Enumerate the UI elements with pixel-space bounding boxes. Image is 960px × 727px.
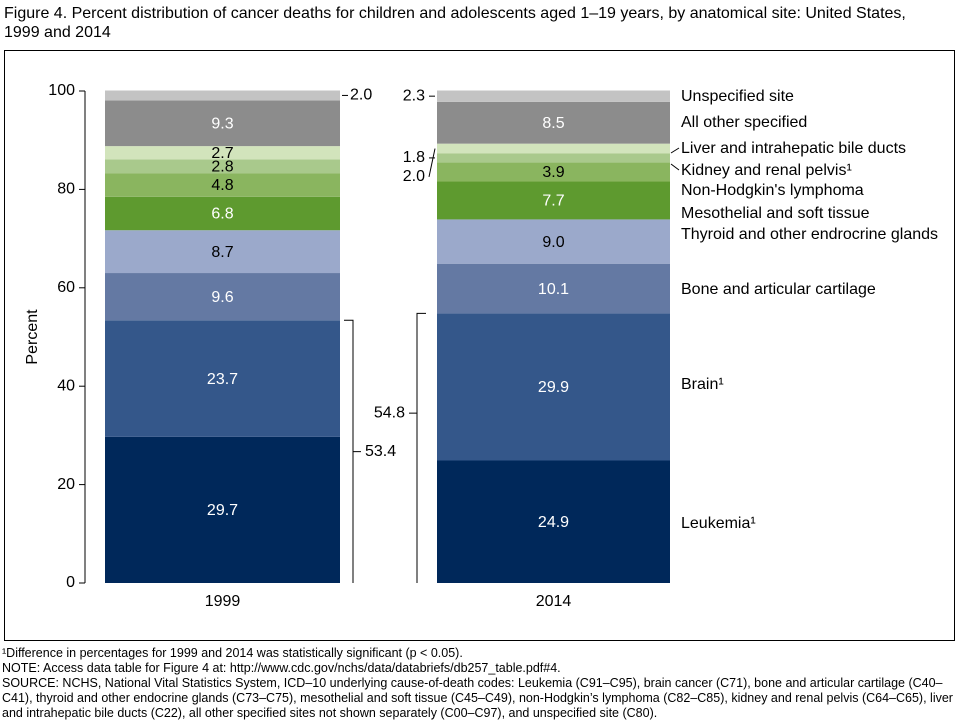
bar-segment	[105, 273, 340, 321]
value-label: 7.7	[542, 193, 564, 210]
bar-segment	[437, 219, 670, 264]
y-axis-label: Percent	[24, 309, 41, 365]
value-label: 1.8	[403, 149, 425, 166]
legend-leader	[670, 163, 680, 171]
bar-segment	[105, 320, 340, 437]
bracket	[344, 319, 354, 583]
legend-label: Brain¹	[681, 375, 724, 393]
y-tick-label: 100	[48, 82, 75, 99]
value-label: 29.9	[538, 379, 569, 396]
bar-segment	[437, 153, 670, 163]
bracket	[416, 312, 426, 583]
x-tick-label: 1999	[205, 593, 241, 610]
bar-segment	[105, 146, 340, 160]
bar-segment	[437, 162, 670, 182]
legend-label: Leukemia¹	[681, 514, 756, 532]
legend-label: Thyroid and other endrocrine glands	[681, 225, 939, 243]
legend-label: Bone and articular cartilage	[681, 280, 876, 298]
bar-segment	[437, 263, 670, 314]
y-tick-label: 60	[57, 279, 75, 296]
legend-label: Mesothelial and soft tissue	[681, 204, 870, 222]
bar-segment	[105, 230, 340, 274]
chart-title: Figure 4. Percent distribution of cancer…	[4, 5, 906, 41]
bar-segment	[105, 436, 340, 583]
note: SOURCE: NCHS, National Vital Statistics …	[2, 676, 953, 720]
chart-frame	[4, 50, 955, 641]
bar-segment	[437, 143, 670, 154]
bracket-label: 54.8	[374, 404, 405, 421]
value-label: 2.8	[211, 158, 233, 175]
bar-segment	[437, 313, 670, 461]
x-tick-label: 2014	[536, 593, 572, 610]
bar-segment	[437, 460, 670, 583]
legend-label: Non-Hodgkin's lymphoma	[681, 181, 864, 199]
value-label: 10.1	[538, 281, 569, 298]
value-label: 2.3	[403, 87, 425, 104]
value-label: 6.8	[211, 206, 233, 223]
legend-leader	[670, 147, 680, 154]
notes: ¹Difference in percentages for 1999 and …	[2, 646, 957, 721]
bar-segment	[105, 159, 340, 174]
value-label: 8.5	[542, 115, 564, 132]
value-label: 9.3	[211, 115, 233, 132]
bar-segment	[437, 90, 670, 102]
value-label: 24.9	[538, 514, 569, 531]
value-label: 23.7	[207, 371, 238, 388]
bar-segment	[105, 173, 340, 197]
legend-label: Unspecified site	[681, 87, 794, 105]
value-label: 2.0	[350, 87, 372, 104]
bar-segment	[105, 100, 340, 147]
leader-line	[428, 148, 436, 178]
value-label: 29.7	[207, 502, 238, 519]
bar-segment	[105, 196, 340, 231]
y-tick-label: 80	[57, 181, 75, 198]
value-label: 4.8	[211, 177, 233, 194]
value-label: 2.7	[211, 145, 233, 162]
bracket-label: 53.4	[365, 443, 396, 460]
legend-label: All other specified	[681, 113, 808, 131]
y-tick-label: 20	[57, 476, 75, 493]
value-label: 8.7	[211, 244, 233, 261]
value-label: 2.0	[403, 168, 425, 185]
value-label: 9.0	[542, 234, 564, 251]
value-label: 9.6	[211, 289, 233, 306]
note: NOTE: Access data table for Figure 4 at:…	[2, 661, 561, 675]
y-tick-label: 40	[57, 377, 75, 394]
y-tick-label: 0	[66, 574, 75, 591]
bar-segment	[105, 90, 340, 101]
legend-label: Kidney and renal pelvis¹	[681, 161, 852, 179]
legend-label: Liver and intrahepatic bile ducts	[681, 139, 907, 157]
bar-segment	[437, 101, 670, 144]
value-label: 3.9	[542, 164, 564, 181]
bar-segment	[437, 181, 670, 220]
note: ¹Difference in percentages for 1999 and …	[2, 646, 463, 660]
